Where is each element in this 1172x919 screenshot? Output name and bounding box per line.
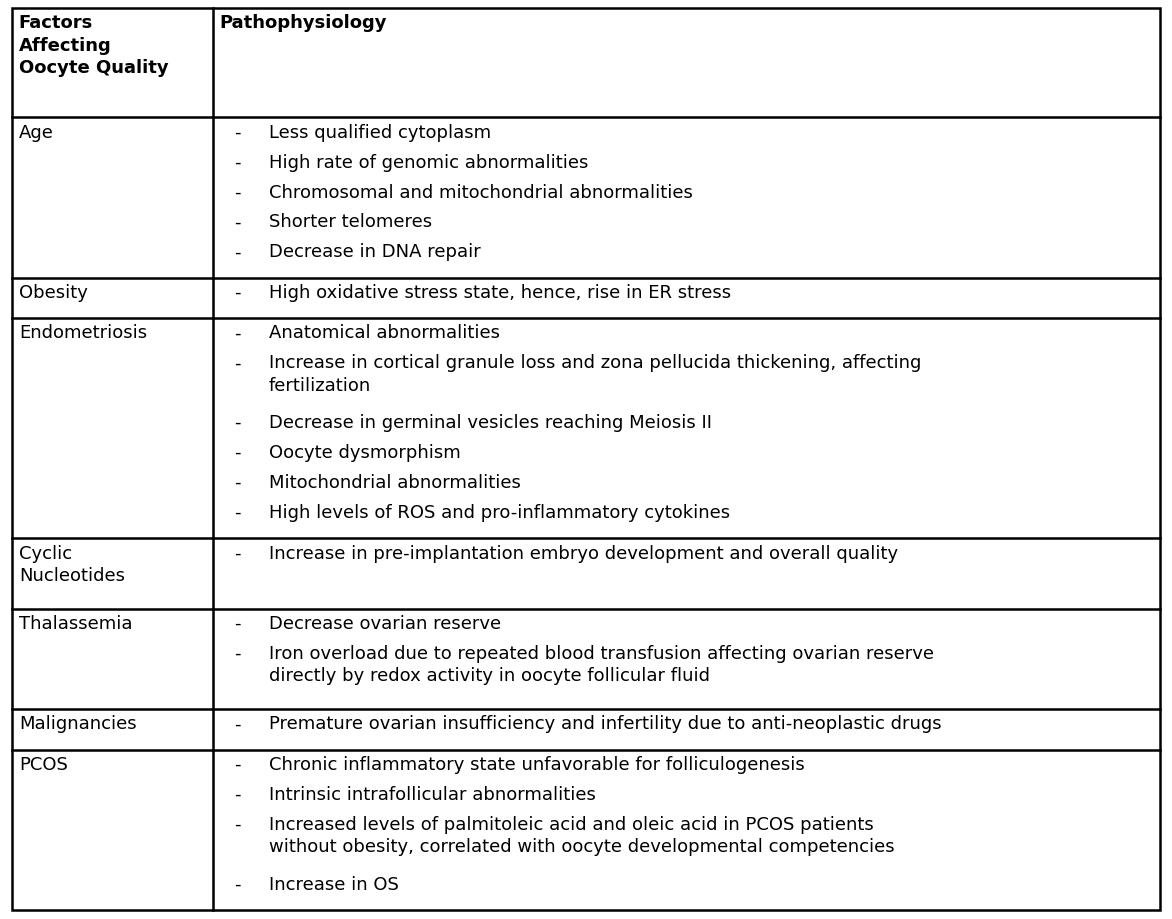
Text: High rate of genomic abnormalities: High rate of genomic abnormalities	[268, 153, 588, 172]
Text: Cyclic
Nucleotides: Cyclic Nucleotides	[19, 544, 124, 584]
Text: Decrease in DNA repair: Decrease in DNA repair	[268, 244, 481, 261]
Text: Intrinsic intrafollicular abnormalities: Intrinsic intrafollicular abnormalities	[268, 785, 595, 803]
Text: Increase in OS: Increase in OS	[268, 875, 398, 892]
Text: High oxidative stress state, hence, rise in ER stress: High oxidative stress state, hence, rise…	[268, 284, 731, 301]
Text: High levels of ROS and pro-inflammatory cytokines: High levels of ROS and pro-inflammatory …	[268, 504, 730, 521]
Text: -: -	[233, 324, 240, 342]
Text: PCOS: PCOS	[19, 755, 68, 773]
Text: Age: Age	[19, 123, 54, 142]
Text: Malignancies: Malignancies	[19, 715, 136, 732]
Text: -: -	[233, 244, 240, 261]
Text: Less qualified cytoplasm: Less qualified cytoplasm	[268, 123, 491, 142]
Text: Mitochondrial abnormalities: Mitochondrial abnormalities	[268, 473, 520, 492]
Text: -: -	[233, 414, 240, 432]
Text: -: -	[233, 153, 240, 172]
Text: -: -	[233, 544, 240, 562]
Text: -: -	[233, 183, 240, 201]
Text: Decrease in germinal vesicles reaching Meiosis II: Decrease in germinal vesicles reaching M…	[268, 414, 711, 432]
Text: Thalassemia: Thalassemia	[19, 614, 132, 632]
Text: -: -	[233, 815, 240, 833]
Text: -: -	[233, 444, 240, 461]
Text: -: -	[233, 715, 240, 732]
Text: -: -	[233, 644, 240, 663]
Text: -: -	[233, 785, 240, 803]
Text: Oocyte dysmorphism: Oocyte dysmorphism	[268, 444, 461, 461]
Text: Anatomical abnormalities: Anatomical abnormalities	[268, 324, 500, 342]
Text: -: -	[233, 755, 240, 773]
Text: -: -	[233, 213, 240, 232]
Text: Increased levels of palmitoleic acid and oleic acid in PCOS patients
without obe: Increased levels of palmitoleic acid and…	[268, 815, 894, 855]
Text: -: -	[233, 614, 240, 632]
Text: Factors
Affecting
Oocyte Quality: Factors Affecting Oocyte Quality	[19, 15, 169, 77]
Text: -: -	[233, 123, 240, 142]
Text: Chronic inflammatory state unfavorable for folliculogenesis: Chronic inflammatory state unfavorable f…	[268, 755, 805, 773]
Text: Shorter telomeres: Shorter telomeres	[268, 213, 432, 232]
Text: Increase in pre-implantation embryo development and overall quality: Increase in pre-implantation embryo deve…	[268, 544, 898, 562]
Text: Obesity: Obesity	[19, 284, 88, 301]
Text: -: -	[233, 473, 240, 492]
Text: Premature ovarian insufficiency and infertility due to anti-neoplastic drugs: Premature ovarian insufficiency and infe…	[268, 715, 941, 732]
Text: Pathophysiology: Pathophysiology	[220, 15, 387, 32]
Text: -: -	[233, 504, 240, 521]
Text: Chromosomal and mitochondrial abnormalities: Chromosomal and mitochondrial abnormalit…	[268, 183, 693, 201]
Text: -: -	[233, 875, 240, 892]
Text: Endometriosis: Endometriosis	[19, 324, 146, 342]
Text: -: -	[233, 354, 240, 372]
Text: Increase in cortical granule loss and zona pellucida thickening, affecting
ferti: Increase in cortical granule loss and zo…	[268, 354, 921, 394]
Text: Iron overload due to repeated blood transfusion affecting ovarian reserve
direct: Iron overload due to repeated blood tran…	[268, 644, 934, 685]
Text: -: -	[233, 284, 240, 301]
Text: Decrease ovarian reserve: Decrease ovarian reserve	[268, 614, 502, 632]
